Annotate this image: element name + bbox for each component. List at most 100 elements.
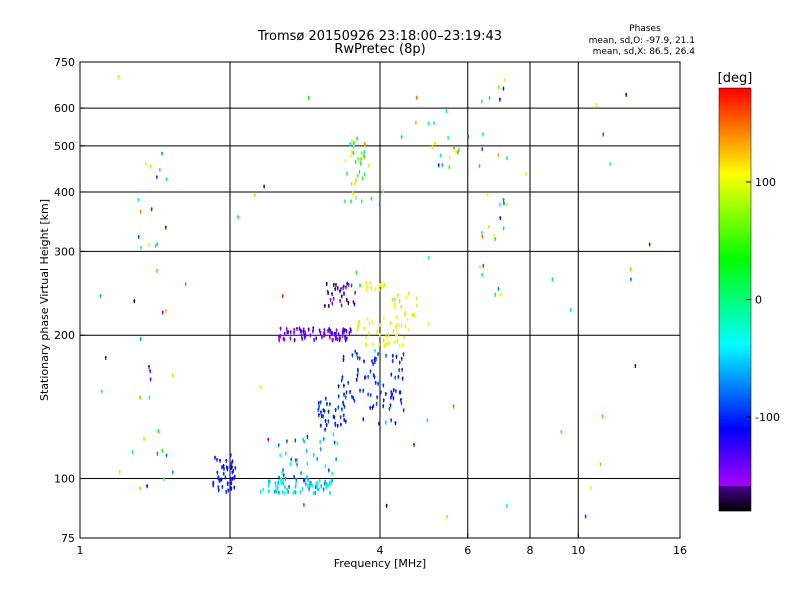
data-point-head: [285, 327, 288, 330]
data-point: [296, 462, 299, 467]
data-point: [385, 353, 388, 358]
data-point: [467, 134, 470, 139]
data-point-head: [387, 341, 390, 344]
data-point: [595, 103, 598, 108]
data-point-head: [267, 483, 270, 486]
data-point: [390, 392, 393, 397]
data-point-head: [352, 151, 355, 154]
colorbar-band: [719, 165, 751, 167]
colorbar-band: [719, 89, 751, 91]
data-point-head: [374, 287, 377, 290]
colorbar-band: [719, 197, 751, 199]
data-point-head: [340, 304, 343, 307]
data-point-head: [273, 490, 276, 493]
data-point-head: [359, 161, 362, 164]
colorbar-band: [719, 363, 751, 365]
colorbar-band: [719, 156, 751, 158]
colorbar-band: [719, 239, 751, 241]
data-point: [377, 352, 380, 357]
colorbar-band: [719, 355, 751, 357]
colorbar-band: [719, 191, 751, 193]
data-point: [447, 135, 450, 140]
colorbar-band: [719, 496, 751, 498]
data-point: [372, 403, 375, 408]
data-point: [378, 323, 381, 328]
data-point-head: [259, 385, 262, 388]
data-point: [482, 263, 485, 268]
colorbar-band: [719, 124, 751, 126]
data-point: [133, 299, 136, 304]
colorbar-band: [719, 510, 751, 512]
data-point-head: [362, 417, 365, 420]
data-point-head: [165, 453, 168, 456]
colorbar-band: [719, 307, 751, 309]
data-point: [149, 164, 152, 169]
data-point: [284, 451, 287, 456]
colorbar-band: [719, 133, 751, 135]
data-point-head: [569, 308, 572, 311]
data-point: [337, 394, 340, 399]
data-point-head: [336, 337, 339, 340]
data-point: [283, 331, 286, 336]
colorbar-label: [deg]: [718, 71, 753, 86]
colorbar-band: [719, 311, 751, 313]
data-point-head: [456, 151, 459, 154]
colorbar-band: [719, 141, 751, 143]
data-point: [343, 418, 346, 423]
colorbar-band: [719, 149, 751, 151]
data-point-head: [234, 466, 237, 469]
colorbar-band: [719, 216, 751, 218]
data-point-head: [332, 283, 335, 286]
colorbar-band: [719, 290, 751, 292]
data-point-head: [306, 475, 309, 478]
data-point: [165, 453, 168, 458]
data-point-head: [350, 139, 353, 142]
data-point-head: [370, 359, 373, 362]
colorbar-band: [719, 269, 751, 271]
data-point: [324, 396, 327, 401]
data-point-head: [400, 135, 403, 138]
chart-title-line1: Tromsø 20150926 23:18:00–23:19:43: [257, 29, 502, 44]
data-point: [308, 487, 311, 492]
data-point-head: [349, 390, 352, 393]
data-point-head: [304, 330, 307, 333]
colorbar-band: [719, 217, 751, 219]
data-point-head: [319, 410, 322, 413]
colorbar-band: [719, 384, 751, 386]
data-point: [339, 415, 342, 420]
data-point-head: [457, 148, 460, 151]
data-point-head: [377, 352, 380, 355]
data-point-head: [230, 487, 233, 490]
data-point: [317, 408, 320, 413]
data-point: [343, 392, 346, 397]
colorbar-band: [719, 283, 751, 285]
data-point-head: [219, 459, 222, 462]
data-point: [364, 375, 367, 380]
data-point-head: [294, 439, 297, 442]
data-point-head: [478, 265, 481, 268]
data-point-head: [339, 337, 342, 340]
colorbar-band: [719, 419, 751, 421]
data-point-head: [300, 331, 303, 334]
data-point: [324, 419, 327, 424]
data-point: [350, 394, 353, 399]
data-point: [333, 415, 336, 420]
data-point: [164, 225, 167, 230]
data-point: [448, 155, 451, 160]
data-point-head: [327, 419, 330, 422]
colorbar-band: [719, 200, 751, 202]
colorbar-band: [719, 210, 751, 212]
data-point: [282, 478, 285, 483]
data-point: [367, 392, 370, 397]
colorbar-band: [719, 284, 751, 286]
data-point-head: [290, 458, 293, 461]
colorbar-band: [719, 292, 751, 294]
data-point-head: [285, 439, 288, 442]
data-point-head: [395, 355, 398, 358]
data-point-head: [220, 477, 223, 480]
data-point: [131, 450, 134, 455]
data-point: [293, 474, 296, 479]
colorbar-band: [719, 351, 751, 353]
data-point: [392, 329, 395, 334]
colorbar-band: [719, 464, 751, 466]
